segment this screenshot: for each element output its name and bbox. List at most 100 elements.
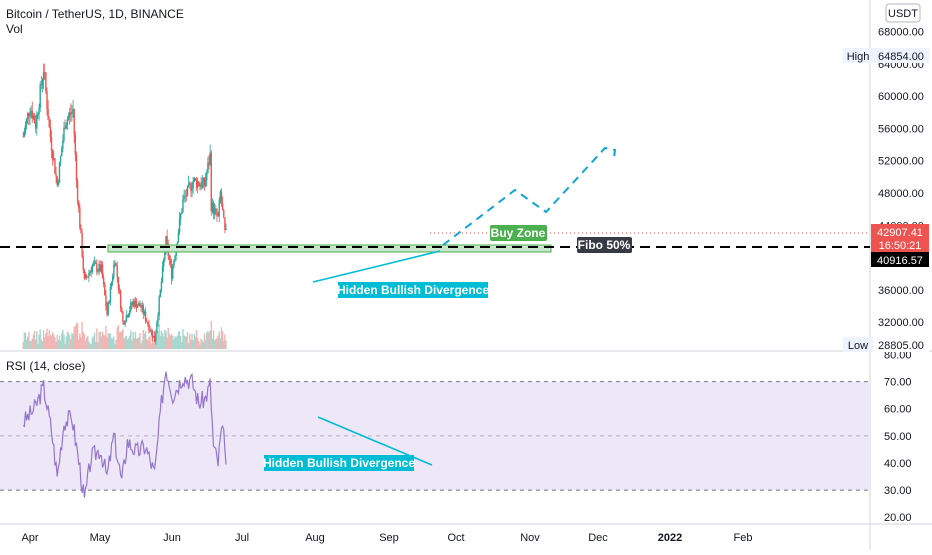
candle-body[interactable] xyxy=(108,302,111,304)
candle-body[interactable] xyxy=(121,308,123,312)
candle-body[interactable] xyxy=(107,302,109,315)
candle-body[interactable] xyxy=(89,271,91,274)
candle-body[interactable] xyxy=(200,184,202,188)
candle-body[interactable] xyxy=(46,91,48,109)
candle-body[interactable] xyxy=(61,149,63,157)
candle-body[interactable] xyxy=(97,270,99,272)
candle-body[interactable] xyxy=(32,116,35,119)
candle-body[interactable] xyxy=(144,311,147,321)
candle-body[interactable] xyxy=(135,300,138,308)
candle-body[interactable] xyxy=(141,305,143,308)
candle-body[interactable] xyxy=(67,116,70,120)
candle-body[interactable] xyxy=(48,120,50,128)
candle-body[interactable] xyxy=(70,112,72,114)
candle-body[interactable] xyxy=(182,199,184,212)
candle-body[interactable] xyxy=(181,211,183,214)
candle-body[interactable] xyxy=(118,288,121,292)
candle-body[interactable] xyxy=(80,227,82,234)
candle-body[interactable] xyxy=(91,265,94,273)
candle-body[interactable] xyxy=(59,156,62,163)
candle-body[interactable] xyxy=(184,195,186,197)
candle-body[interactable] xyxy=(190,183,192,191)
projection-path[interactable] xyxy=(442,146,617,246)
candle-body[interactable] xyxy=(203,177,206,187)
candle-body[interactable] xyxy=(75,154,78,181)
candle-body[interactable] xyxy=(134,300,137,307)
candle-body[interactable] xyxy=(106,306,108,315)
candle-body[interactable] xyxy=(29,112,31,117)
candle-body[interactable] xyxy=(215,208,217,210)
candle-body[interactable] xyxy=(66,119,69,126)
candle-body[interactable] xyxy=(149,330,151,332)
candle-body[interactable] xyxy=(142,305,144,315)
candle-body[interactable] xyxy=(157,315,159,323)
candle-body[interactable] xyxy=(161,266,164,282)
candle-body[interactable] xyxy=(31,110,33,119)
candle-body[interactable] xyxy=(78,201,80,208)
candle-body[interactable] xyxy=(193,178,195,182)
candle-body[interactable] xyxy=(138,303,140,306)
candle-body[interactable] xyxy=(84,275,87,279)
candle-body[interactable] xyxy=(186,185,189,196)
candle-body[interactable] xyxy=(122,311,124,322)
candle-body[interactable] xyxy=(201,181,203,188)
candle-body[interactable] xyxy=(165,236,167,253)
candle-body[interactable] xyxy=(114,263,116,265)
candle-body[interactable] xyxy=(199,184,201,186)
candle-body[interactable] xyxy=(105,295,107,307)
candle-body[interactable] xyxy=(172,266,174,279)
candle-body[interactable] xyxy=(40,84,43,86)
candle-body[interactable] xyxy=(53,158,55,160)
candle-body[interactable] xyxy=(54,158,56,174)
candle-body[interactable] xyxy=(44,71,46,73)
candle-body[interactable] xyxy=(170,263,173,279)
candle-body[interactable] xyxy=(208,162,210,165)
candle-body[interactable] xyxy=(129,310,131,315)
candle-body[interactable] xyxy=(82,256,84,270)
candle-body[interactable] xyxy=(125,315,128,322)
candle-body[interactable] xyxy=(147,322,149,325)
candle-body[interactable] xyxy=(213,208,216,215)
candle-body[interactable] xyxy=(168,256,171,261)
candle-body[interactable] xyxy=(126,315,129,318)
currency-badge[interactable] xyxy=(885,3,921,23)
candle-body[interactable] xyxy=(51,150,54,160)
candle-body[interactable] xyxy=(79,207,81,228)
candle-body[interactable] xyxy=(217,215,219,217)
candle-body[interactable] xyxy=(28,113,30,117)
candle-body[interactable] xyxy=(27,113,29,119)
candle-body[interactable] xyxy=(57,182,60,186)
candle-body[interactable] xyxy=(38,107,40,115)
candle-body[interactable] xyxy=(153,335,156,342)
price-divergence-line[interactable] xyxy=(312,250,441,283)
candle-body[interactable] xyxy=(63,127,65,141)
candle-body[interactable] xyxy=(24,124,27,133)
candle-body[interactable] xyxy=(102,277,105,285)
candle-body[interactable] xyxy=(119,291,122,309)
candle-body[interactable] xyxy=(101,264,104,278)
candle-body[interactable] xyxy=(34,123,37,129)
candle-body[interactable] xyxy=(160,281,163,290)
candle-body[interactable] xyxy=(151,330,154,338)
candle-body[interactable] xyxy=(74,134,77,155)
candle-body[interactable] xyxy=(189,183,191,185)
candle-body[interactable] xyxy=(150,330,152,332)
candle-body[interactable] xyxy=(73,109,75,135)
candle-body[interactable] xyxy=(158,296,160,316)
candle-body[interactable] xyxy=(196,181,199,188)
candle-body[interactable] xyxy=(45,72,47,92)
candle-body[interactable] xyxy=(183,195,185,200)
candle-body[interactable] xyxy=(169,260,172,264)
candle-body[interactable] xyxy=(47,108,49,121)
candle-body[interactable] xyxy=(218,200,220,217)
candle-body[interactable] xyxy=(65,125,67,129)
candle-body[interactable] xyxy=(187,183,190,186)
candle-body[interactable] xyxy=(130,302,132,311)
candle-body[interactable] xyxy=(96,263,98,272)
candle-body[interactable] xyxy=(115,263,117,266)
candle-body[interactable] xyxy=(204,179,207,187)
candle-body[interactable] xyxy=(116,265,118,277)
candle-body[interactable] xyxy=(192,181,194,189)
candle-body[interactable] xyxy=(166,236,168,245)
candle-body[interactable] xyxy=(206,172,208,180)
